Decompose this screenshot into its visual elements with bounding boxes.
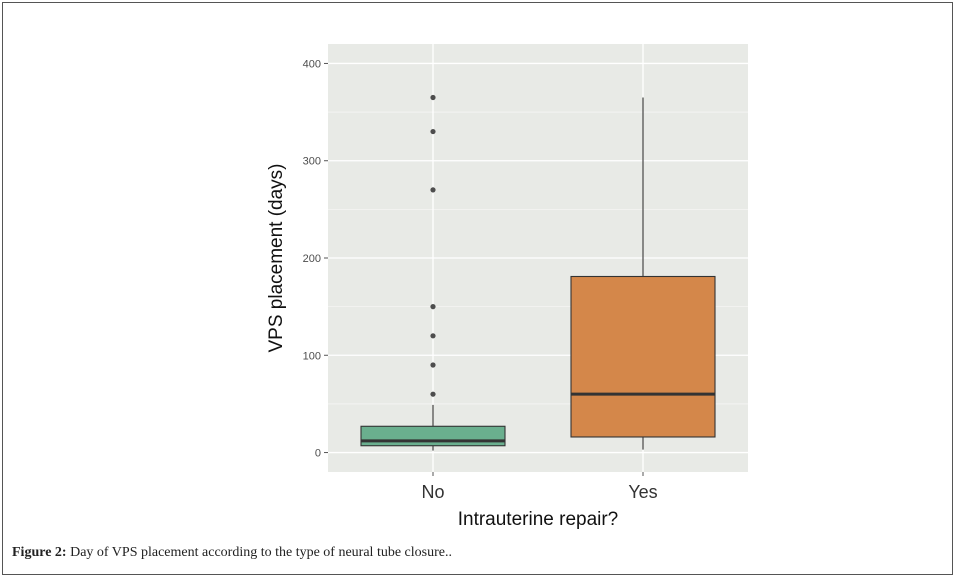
outlier-point — [430, 391, 436, 397]
x-tick-label: Yes — [628, 482, 657, 502]
outlier-point — [430, 187, 436, 193]
y-tick-label: 200 — [303, 253, 321, 265]
boxplot-chart: 0 100 200 300 400 No Yes Intrauterine repair? VP… — [266, 44, 748, 530]
outlier-point — [430, 94, 436, 101]
caption-text: Day of VPS placement according to the ty… — [66, 545, 452, 560]
box-yes — [570, 275, 716, 438]
outlier-point — [430, 304, 436, 310]
figure-caption: Figure 2: Day of VPS placement according… — [12, 545, 452, 561]
y-tick-label: 400 — [303, 58, 321, 70]
caption-label: Figure 2: — [12, 545, 67, 560]
y-axis-title: VPS placement (days) — [266, 163, 287, 352]
y-tick-label: 100 — [303, 350, 321, 362]
x-tick-label: No — [421, 482, 444, 502]
outlier-point — [430, 362, 436, 368]
outlier-point — [430, 333, 436, 339]
outlier-point — [430, 128, 436, 135]
y-tick-label: 0 — [315, 448, 321, 460]
box-no — [360, 425, 506, 447]
x-axis-title: Intrauterine repair? — [458, 509, 619, 530]
y-tick-label: 300 — [303, 156, 321, 168]
